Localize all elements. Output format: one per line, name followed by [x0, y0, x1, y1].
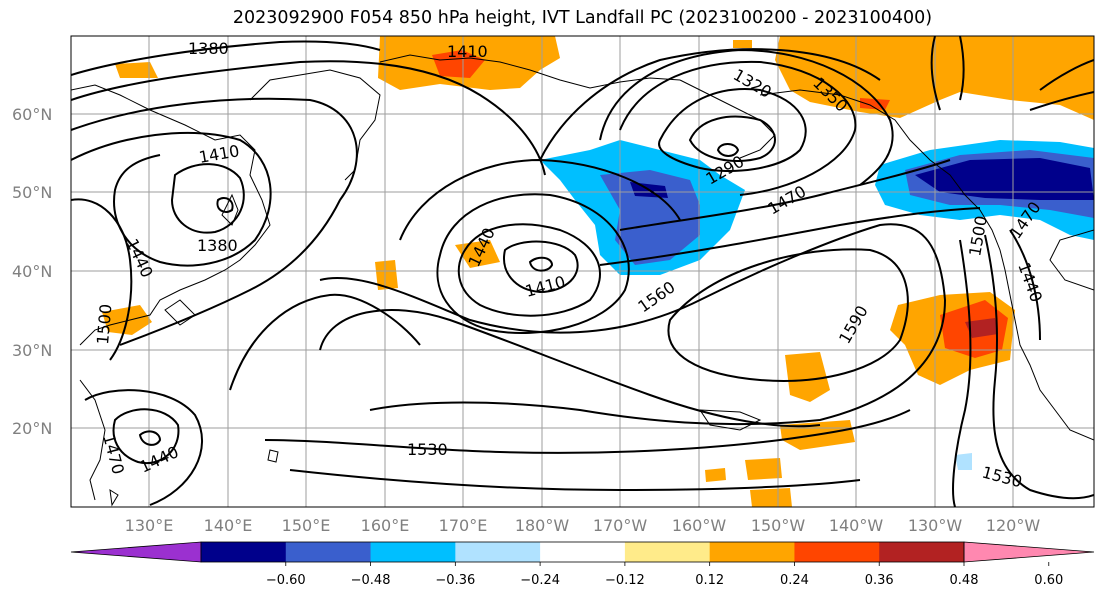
lon-label: 160°E	[361, 516, 410, 535]
colorbar-tick-label: −0.60	[266, 573, 306, 588]
colorbar-swatch	[709, 542, 795, 562]
colorbar-swatch	[285, 542, 372, 562]
lon-label: 130°W	[908, 516, 963, 535]
colorbar-extend-low	[70, 541, 202, 563]
colorbar-swatch	[455, 542, 541, 562]
latitude-labels: 60°N 50°N 40°N 30°N 20°N	[12, 105, 52, 438]
lon-label: 170°W	[593, 516, 648, 535]
colorbar-frame	[200, 541, 965, 563]
lon-label: 140°E	[204, 516, 253, 535]
colorbar-swatch	[201, 542, 287, 562]
colorbar: −0.60 −0.48 −0.36 −0.24 −0.12 0.12 0.24 0.36 0.4…	[70, 541, 1095, 588]
lon-label: 180°W	[515, 516, 570, 535]
lon-label: 170°E	[439, 516, 488, 535]
negative-anomaly-region	[955, 453, 972, 470]
lat-label: 30°N	[12, 341, 52, 360]
colorbar-tick-label: 0.24	[780, 573, 809, 588]
lon-label: 160°W	[672, 516, 727, 535]
map-title: 2023092900 F054 850 hPa height, IVT Land…	[232, 8, 933, 28]
positive-anomaly-core	[965, 318, 998, 338]
contour-label: 1380	[188, 39, 229, 58]
positive-anomaly-region	[115, 62, 158, 78]
lon-label: 140°W	[829, 516, 884, 535]
lon-label: 150°E	[282, 516, 331, 535]
colorbar-swatch	[624, 542, 711, 562]
positive-anomaly-region	[375, 260, 398, 290]
colorbar-tick-label: 0.12	[695, 573, 724, 588]
colorbar-tick-label: −0.24	[520, 573, 560, 588]
lat-label: 40°N	[12, 262, 52, 281]
contour-label: 1410	[447, 42, 488, 61]
lon-label: 130°E	[125, 516, 174, 535]
negative-anomaly-core	[915, 158, 1094, 200]
colorbar-tick-label: 0.48	[950, 573, 979, 588]
lat-label: 60°N	[12, 105, 52, 124]
contour-label: 1530	[407, 440, 448, 459]
colorbar-extend-high	[963, 541, 1095, 563]
colorbar-swatch	[879, 542, 965, 562]
colorbar-swatch	[794, 542, 880, 562]
negative-anomaly-region	[600, 170, 700, 265]
positive-anomaly-region	[705, 468, 726, 482]
positive-anomaly-region	[785, 352, 830, 402]
positive-anomaly-core	[432, 50, 485, 78]
colorbar-swatch	[540, 542, 626, 562]
longitude-labels: 130°E 140°E 150°E 160°E 170°E 180°W 170°…	[125, 516, 1041, 535]
contour-label: 1380	[197, 236, 238, 255]
map-frame	[70, 35, 1095, 508]
lon-label: 120°W	[986, 516, 1041, 535]
colorbar-tick-label: 0.36	[865, 573, 894, 588]
ivt-shading	[102, 36, 1094, 507]
lon-label: 150°W	[751, 516, 806, 535]
positive-anomaly-region	[733, 40, 752, 48]
colorbar-tick-label: −0.48	[351, 573, 391, 588]
positive-anomaly-region	[750, 488, 792, 507]
positive-anomaly-region	[745, 458, 782, 480]
colorbar-swatch	[370, 542, 456, 562]
colorbar-tick-label: 0.60	[1034, 573, 1063, 588]
colorbar-tick-label: −0.12	[605, 573, 645, 588]
lat-label: 20°N	[12, 419, 52, 438]
colorbar-tick-label: −0.36	[435, 573, 475, 588]
height-contours	[71, 36, 1094, 507]
map-gridlines	[71, 36, 1094, 507]
contour-label: 1500	[93, 303, 115, 345]
lat-label: 50°N	[12, 183, 52, 202]
